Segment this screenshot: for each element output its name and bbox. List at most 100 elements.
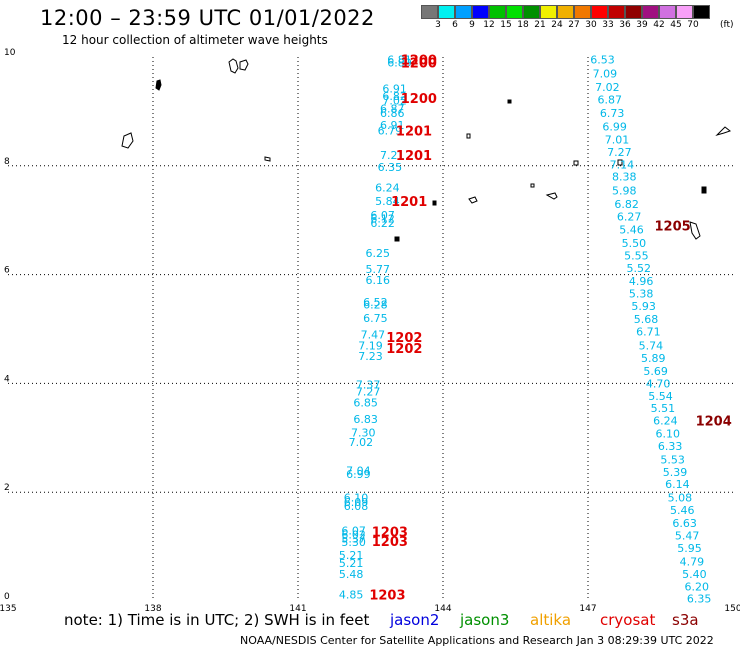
color-scale-label: 3 — [435, 20, 441, 30]
color-swatch — [591, 5, 608, 19]
wave-height-label: 7.23 — [358, 350, 383, 363]
island-outline — [617, 159, 623, 166]
altimeter-tracks: 6.816.896.916.827.026.876.866.916.797.21… — [339, 54, 712, 606]
wave-height-label: 5.98 — [612, 184, 637, 197]
wave-height-label: 6.22 — [370, 217, 395, 230]
color-swatch — [625, 5, 642, 19]
wave-height-label: 5.08 — [668, 492, 693, 505]
island-outline — [715, 126, 732, 137]
wave-height-label: 6.07 — [370, 209, 395, 222]
wave-height-label: 6.24 — [653, 414, 678, 427]
wave-height-label: 6.52 — [363, 296, 388, 309]
time-label: 1201 — [391, 195, 427, 210]
wave-height-label: 5.53 — [660, 454, 685, 467]
wave-height-label: 5.37 — [341, 532, 366, 545]
legend-cryosat: cryosat — [600, 611, 656, 629]
wave-height-label: 5.54 — [648, 390, 673, 403]
island-outline — [701, 186, 707, 194]
color-swatch — [455, 5, 472, 19]
wave-height-label: 4.96 — [629, 275, 654, 288]
wave-height-label: 5.46 — [619, 223, 644, 236]
color-scale-label: 21 — [534, 20, 546, 30]
wave-height-label: 6.35 — [687, 592, 712, 605]
footer-credit: NOAA/NESDIS Center for Satellite Applica… — [240, 634, 714, 647]
wave-height-label: 4.85 — [339, 588, 364, 601]
color-scale-label: 6 — [452, 20, 458, 30]
wave-height-label: 5.21 — [339, 557, 364, 570]
time-label: 1200 — [401, 56, 437, 71]
color-scale-label: 15 — [500, 20, 512, 30]
island-outline — [689, 221, 701, 240]
map-grid — [8, 57, 733, 601]
wave-height-label: 7.19 — [358, 339, 383, 352]
wave-height-label: 6.25 — [366, 247, 391, 260]
wave-height-label: 6.12 — [370, 213, 395, 226]
wave-height-label: 5.21 — [339, 549, 364, 562]
y-tick-label: 2 — [4, 483, 10, 493]
color-swatch — [574, 5, 591, 19]
island-outline — [530, 183, 535, 188]
time-label: 1203 — [369, 588, 405, 603]
wave-height-label: 6.81 — [387, 54, 412, 67]
island-outline — [239, 59, 249, 71]
time-label: 1204 — [696, 414, 732, 429]
island-outline — [573, 160, 579, 166]
wave-height-label: 6.86 — [380, 107, 405, 120]
wave-height-label: 5.55 — [624, 250, 649, 263]
wave-height-label: 7.37 — [356, 378, 381, 391]
axis-tick-labels: 135 138 141 144 147 150 0 2 4 6 8 10 — [0, 48, 740, 614]
island-outline — [432, 200, 437, 206]
wave-height-label: 5.74 — [639, 339, 664, 352]
color-scale-unit: (ft) — [720, 20, 734, 30]
color-scale-label: 36 — [619, 20, 631, 30]
wave-height-label: 6.53 — [590, 54, 615, 67]
time-label: 1202 — [386, 342, 422, 357]
color-swatch — [642, 5, 659, 19]
wave-height-label: 5.89 — [641, 352, 666, 365]
wave-height-label: 6.89 — [387, 56, 412, 69]
wave-height-label: 7.27 — [356, 386, 381, 399]
island-outline — [466, 133, 471, 139]
wave-height-label: 7.14 — [610, 159, 635, 172]
wave-height-label: 6.79 — [378, 124, 403, 137]
color-swatch — [472, 5, 489, 19]
x-tick-label: 150 — [724, 604, 740, 614]
wave-height-label: 7.04 — [346, 464, 371, 477]
wave-height-label: 6.28 — [363, 299, 388, 312]
wave-height-label: 6.83 — [353, 413, 378, 426]
time-label: 1202 — [386, 331, 422, 346]
color-scale-label: 24 — [551, 20, 563, 30]
time-labels: 1200120012001201120112011202120212031203… — [369, 54, 731, 604]
wave-height-label: 7.21 — [380, 149, 405, 162]
wave-height-label: 5.50 — [622, 237, 647, 250]
island-outline — [468, 196, 478, 204]
island-outline — [394, 236, 400, 242]
wave-height-label: 7.02 — [349, 436, 374, 449]
color-swatch — [489, 5, 506, 19]
wave-height-label: 4.79 — [680, 555, 705, 568]
wave-height-label: 6.91 — [382, 83, 407, 96]
color-swatch — [540, 5, 557, 19]
wave-height-label: 6.27 — [617, 210, 642, 223]
color-swatch — [608, 5, 625, 19]
wave-height-label: 6.63 — [672, 517, 697, 530]
wave-height-label: 5.84 — [375, 195, 400, 208]
time-label: 1200 — [401, 92, 437, 107]
island-outline — [264, 156, 271, 162]
color-swatch — [438, 5, 455, 19]
wave-height-label: 5.39 — [663, 466, 688, 479]
wave-height-label: 6.08 — [344, 500, 369, 513]
y-tick-label: 10 — [4, 48, 16, 58]
wave-height-label: 5.47 — [675, 530, 700, 543]
wave-height-label: 6.10 — [656, 427, 681, 440]
island-outline — [507, 99, 512, 104]
color-swatch — [693, 5, 710, 19]
legend-jason3: jason3 — [460, 611, 510, 629]
wave-height-label: 5.51 — [651, 402, 676, 415]
time-label: 1200 — [401, 54, 437, 69]
wave-height-label: 6.99 — [602, 121, 627, 134]
wave-height-label: 7.02 — [382, 95, 407, 108]
wave-height-label: 5.68 — [634, 313, 659, 326]
x-tick-label: 144 — [434, 604, 451, 614]
wave-height-label: 5.38 — [629, 288, 654, 301]
